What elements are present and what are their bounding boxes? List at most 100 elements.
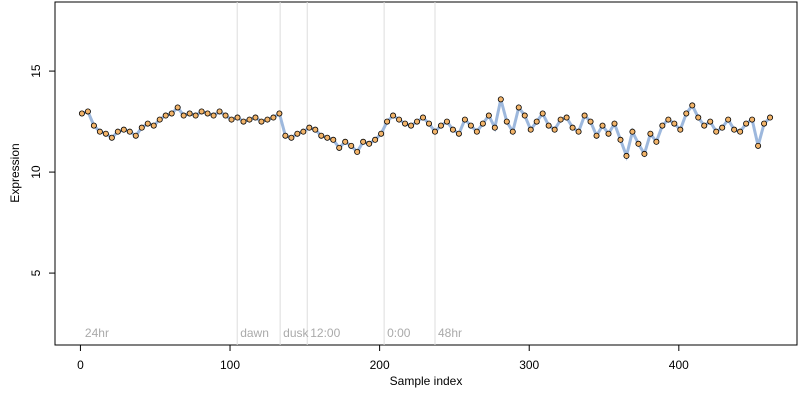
point xyxy=(108,134,115,141)
point xyxy=(713,128,720,135)
point xyxy=(497,96,504,103)
point xyxy=(599,122,606,129)
point xyxy=(623,152,630,159)
annotation: dawn xyxy=(240,326,269,340)
point xyxy=(461,116,468,123)
x-tick-label: 100 xyxy=(220,358,240,372)
point xyxy=(306,124,313,131)
point xyxy=(360,138,367,145)
point xyxy=(264,116,271,123)
point xyxy=(192,112,199,119)
point xyxy=(270,114,277,121)
point xyxy=(443,118,450,125)
point xyxy=(659,122,666,129)
point xyxy=(695,114,702,121)
trend-line xyxy=(81,98,772,162)
point xyxy=(611,120,618,127)
point xyxy=(120,126,127,133)
point xyxy=(102,130,109,137)
point xyxy=(479,120,486,127)
point xyxy=(677,126,684,133)
point xyxy=(366,140,373,147)
point xyxy=(348,142,355,149)
point xyxy=(455,130,462,137)
point xyxy=(617,136,624,143)
point xyxy=(252,114,259,121)
point xyxy=(162,112,169,119)
point xyxy=(539,110,546,117)
point xyxy=(737,128,744,135)
point xyxy=(587,118,594,125)
annotation: 24hr xyxy=(85,326,109,340)
point xyxy=(408,122,415,129)
point xyxy=(396,116,403,123)
point xyxy=(635,140,642,147)
point xyxy=(246,116,253,123)
point xyxy=(156,116,163,123)
point xyxy=(641,150,648,157)
point xyxy=(300,128,307,135)
point xyxy=(509,128,516,135)
point xyxy=(449,126,456,133)
point xyxy=(384,118,391,125)
point xyxy=(234,114,241,121)
point xyxy=(150,122,157,129)
point xyxy=(431,128,438,135)
point xyxy=(671,120,678,127)
point xyxy=(198,108,205,115)
annotation: 0:00 xyxy=(387,326,411,340)
point xyxy=(336,144,343,151)
point xyxy=(437,122,444,129)
point xyxy=(210,112,217,119)
point xyxy=(132,132,139,139)
point xyxy=(318,132,325,139)
x-tick-label: 200 xyxy=(370,358,390,372)
point xyxy=(491,124,498,131)
y-tick-label: 5 xyxy=(29,269,43,276)
x-tick-label: 0 xyxy=(77,358,84,372)
point xyxy=(647,130,654,137)
point xyxy=(354,148,361,155)
point xyxy=(551,126,558,133)
point xyxy=(665,116,672,123)
point xyxy=(174,104,181,111)
point xyxy=(258,118,265,125)
point xyxy=(545,122,552,129)
point xyxy=(515,104,522,111)
point xyxy=(312,126,319,133)
point xyxy=(767,114,774,121)
point xyxy=(90,122,97,129)
point xyxy=(761,120,768,127)
plot-box xyxy=(54,1,798,346)
point xyxy=(653,138,660,145)
point xyxy=(414,118,421,125)
point xyxy=(402,120,409,127)
point xyxy=(372,136,379,143)
point xyxy=(168,110,175,117)
point xyxy=(204,110,211,117)
point xyxy=(605,130,612,137)
point xyxy=(581,112,588,119)
point xyxy=(743,120,750,127)
point xyxy=(282,132,289,139)
point xyxy=(719,124,726,131)
point xyxy=(725,116,732,123)
point xyxy=(294,130,301,137)
point xyxy=(527,126,534,133)
point xyxy=(701,122,708,129)
x-tick-label: 400 xyxy=(669,358,689,372)
point xyxy=(731,126,738,133)
point xyxy=(563,114,570,121)
point xyxy=(749,116,756,123)
point xyxy=(78,110,85,117)
x-tick-label: 300 xyxy=(519,358,539,372)
point xyxy=(324,134,331,141)
point xyxy=(593,132,600,139)
point xyxy=(473,128,480,135)
point xyxy=(378,130,385,137)
point xyxy=(288,134,295,141)
point xyxy=(683,110,690,117)
point xyxy=(216,108,223,115)
point xyxy=(84,108,91,115)
